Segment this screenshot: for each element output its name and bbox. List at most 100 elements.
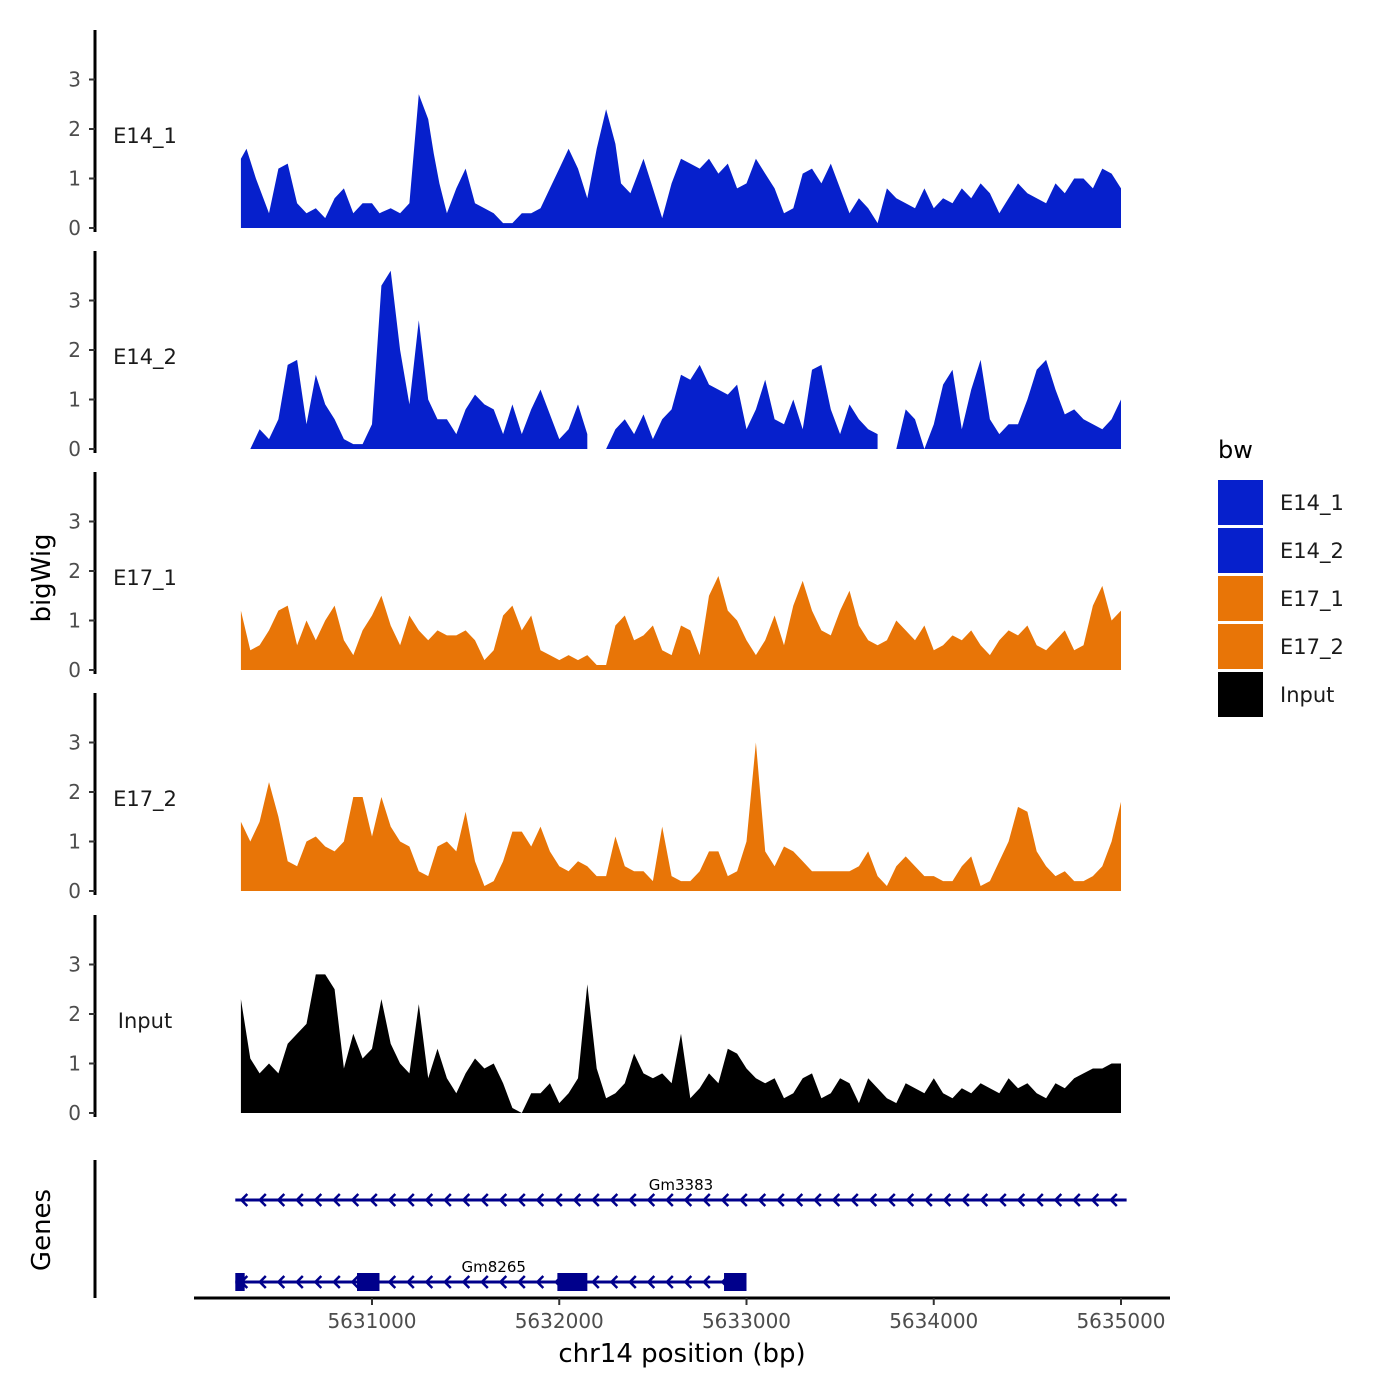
- strand-arrow: [702, 1275, 711, 1289]
- strand-arrow: [739, 1193, 748, 1207]
- strand-arrow: [665, 1193, 674, 1207]
- strand-arrow: [998, 1193, 1007, 1207]
- strand-arrow: [924, 1193, 933, 1207]
- y-tick-label: 0: [68, 658, 81, 682]
- strand-arrow: [276, 1193, 286, 1207]
- signal-area-E14_2: [250, 270, 588, 449]
- legend-label: E17_2: [1280, 635, 1344, 660]
- y-tick-label: 2: [68, 1002, 81, 1026]
- x-tick-label: 5632000: [515, 1309, 604, 1333]
- strand-arrow: [683, 1193, 693, 1207]
- signal-tracks: 0 1 2 3 E14_1 0 1 2 3 E14_2 0 1 2 3 E17_1 0 1 2 3 E17_2 0 1 2 3…: [68, 30, 1121, 1125]
- strand-arrow: [461, 1193, 471, 1207]
- legend-swatch-E14_1: [1218, 480, 1263, 525]
- track-label: E14_2: [113, 345, 177, 370]
- y-tick-label: 3: [68, 289, 81, 313]
- exon: [724, 1273, 747, 1291]
- y-tick-label: 2: [68, 117, 81, 141]
- strand-arrow: [295, 1193, 304, 1207]
- signal-area-E17_2: [240, 742, 1121, 891]
- track-label: E17_1: [113, 566, 177, 591]
- x-axis-title: chr14 position (bp): [558, 1339, 805, 1369]
- y-tick-label: 0: [68, 879, 81, 903]
- x-tick-label: 5633000: [702, 1309, 791, 1333]
- strand-arrow: [979, 1193, 989, 1207]
- strand-arrow: [720, 1193, 730, 1207]
- legend-swatch-Input: [1218, 672, 1263, 717]
- strand-arrow: [628, 1193, 637, 1207]
- signal-area-E17_1: [240, 576, 1121, 670]
- y-tick-label: 0: [68, 216, 81, 240]
- y-tick-label: 2: [68, 338, 81, 362]
- strand-arrow: [683, 1275, 693, 1289]
- strand-arrow: [554, 1193, 563, 1207]
- strand-arrow: [1035, 1193, 1044, 1207]
- y-tick-label: 3: [68, 68, 81, 92]
- strand-arrow: [609, 1275, 619, 1289]
- x-tick-label: 5631000: [327, 1309, 416, 1333]
- signal-area-E14_1: [240, 94, 1121, 228]
- strand-arrow: [517, 1193, 526, 1207]
- strand-arrow: [572, 1193, 582, 1207]
- y-tick-label: 0: [68, 1101, 81, 1125]
- strand-arrow: [1072, 1193, 1081, 1207]
- track-label: E14_1: [113, 124, 177, 149]
- strand-arrow: [387, 1193, 397, 1207]
- strand-arrow: [535, 1275, 545, 1289]
- strand-arrow: [609, 1193, 619, 1207]
- strand-arrow: [887, 1193, 896, 1207]
- strand-arrow: [498, 1193, 508, 1207]
- exon: [357, 1273, 380, 1291]
- exon: [557, 1273, 588, 1291]
- strand-arrow: [239, 1193, 249, 1207]
- y-tick-label: 3: [68, 731, 81, 755]
- strand-arrow: [443, 1193, 452, 1207]
- legend-title: bw: [1218, 436, 1253, 464]
- strand-arrow: [276, 1275, 286, 1289]
- strand-arrow: [757, 1193, 767, 1207]
- legend-label: E14_1: [1280, 491, 1344, 516]
- strand-arrow: [406, 1275, 415, 1289]
- strand-arrow: [406, 1193, 415, 1207]
- x-axis: 5631000 5632000 5633000 5634000 5635000: [194, 1296, 1170, 1333]
- gene-label: Gm8265: [462, 1258, 526, 1276]
- legend-label: E17_1: [1280, 587, 1344, 612]
- strand-arrow: [350, 1193, 360, 1207]
- track-E17_1: 0 1 2 3 E17_1: [68, 472, 1121, 682]
- strand-arrow: [332, 1275, 341, 1289]
- legend: bw E14_1 E14_2 E17_1 E17_2 Input: [1218, 436, 1344, 717]
- strand-arrow: [387, 1275, 397, 1289]
- x-tick-label: 5634000: [889, 1309, 978, 1333]
- strand-arrow: [258, 1275, 267, 1289]
- strand-arrow: [868, 1193, 878, 1207]
- y-tick-label: 1: [68, 388, 81, 412]
- strand-arrow: [313, 1275, 323, 1289]
- legend-label: Input: [1280, 683, 1334, 707]
- strand-arrow: [369, 1193, 378, 1207]
- legend-label: E14_2: [1280, 539, 1344, 564]
- track-E14_2: 0 1 2 3 E14_2: [68, 251, 1121, 461]
- strand-arrow: [591, 1193, 600, 1207]
- gene-Gm8265: Gm8265: [235, 1258, 747, 1291]
- gene-Gm3383: Gm3383: [235, 1176, 1127, 1207]
- strand-arrow: [350, 1275, 360, 1289]
- legend-swatch-E14_2: [1218, 528, 1263, 573]
- y-axis-title: bigWig: [27, 533, 57, 622]
- y-tick-label: 1: [68, 609, 81, 633]
- strand-arrow: [535, 1193, 545, 1207]
- exon: [235, 1273, 245, 1291]
- strand-arrow: [258, 1193, 267, 1207]
- strand-arrow: [517, 1275, 526, 1289]
- strand-arrow: [424, 1275, 434, 1289]
- legend-swatch-E17_1: [1218, 576, 1263, 621]
- strand-arrow: [794, 1193, 804, 1207]
- strand-arrow: [702, 1193, 711, 1207]
- strand-arrow: [776, 1193, 785, 1207]
- y-tick-label: 3: [68, 510, 81, 534]
- gene-label: Gm3383: [649, 1176, 713, 1194]
- y-tick-label: 1: [68, 1052, 81, 1076]
- y-tick-label: 3: [68, 953, 81, 977]
- strand-arrow: [443, 1275, 452, 1289]
- strand-arrow: [905, 1193, 915, 1207]
